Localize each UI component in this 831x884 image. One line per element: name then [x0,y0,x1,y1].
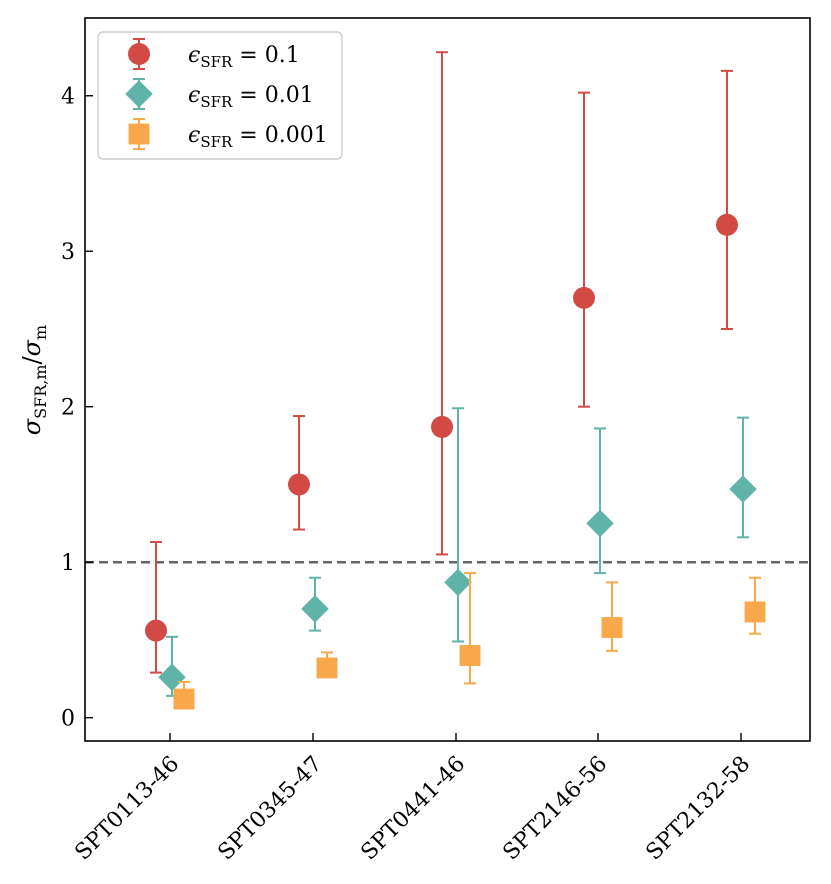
data-point [316,657,338,679]
data-point [573,286,595,309]
data-point [158,663,186,692]
data-point [145,619,167,642]
legend-label: ϵSFR = 0.1 [188,43,300,71]
legend-marker [128,43,150,65]
y-tick-label: 2 [61,396,75,421]
data-point [444,568,472,597]
data-point [716,213,738,236]
legend-marker [128,123,150,145]
data-point [173,688,195,710]
y-tick-label: 1 [61,551,75,576]
series-circle [145,51,738,674]
legend-item: ϵSFR = 0.001 [128,118,328,151]
y-tick-label: 0 [61,707,75,732]
axes-frame [84,17,811,742]
plot-area [85,51,810,710]
y-tick-label: 3 [61,240,75,265]
series-square [173,572,766,710]
legend-item: ϵSFR = 0.01 [125,78,314,111]
legend: ϵSFR = 0.1 ϵSFR = 0.01 ϵSFR = 0.001 [97,31,343,160]
legend-item: ϵSFR = 0.1 [128,38,300,71]
data-point [431,415,453,438]
legend-label: ϵSFR = 0.01 [188,83,314,111]
legend-label: ϵSFR = 0.001 [188,123,328,151]
data-point [459,645,481,666]
y-axis-label: σSFR,m/σm [18,325,50,435]
data-point [601,617,623,638]
data-point [586,509,614,538]
data-point [288,473,310,496]
legend-marker [125,80,153,108]
legend-box [97,31,343,160]
data-point [729,475,757,503]
y-tick-label: 4 [61,85,75,110]
data-point [744,601,766,623]
series-diamond [158,407,757,697]
data-point [301,595,329,623]
